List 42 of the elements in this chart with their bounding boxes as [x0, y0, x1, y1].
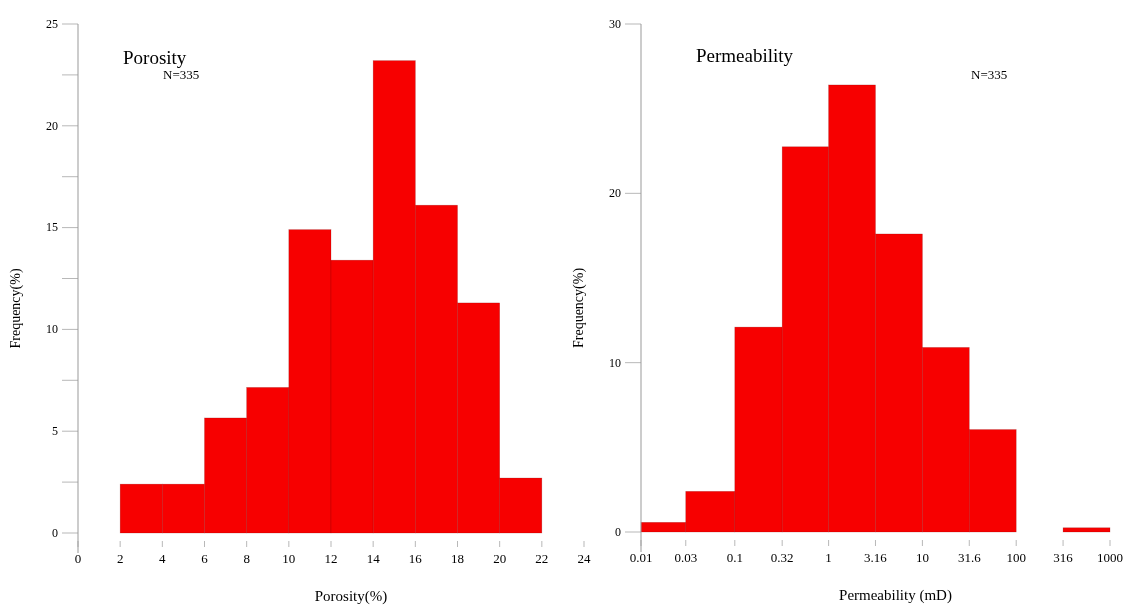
x-tick-label: 10: [282, 551, 296, 566]
y-tick-label: 25: [46, 16, 58, 31]
x-tick-label: 20: [493, 551, 507, 566]
x-tick-label: 316: [1053, 550, 1074, 565]
x-tick-label: 6: [201, 551, 209, 566]
y-tick-label: 15: [46, 220, 58, 235]
x-tick-label: 0.01: [629, 550, 653, 565]
x-tick-label: 1: [825, 550, 832, 565]
annotation: N=335: [163, 67, 200, 82]
x-axis-title: Porosity(%): [314, 588, 388, 605]
text: Porosity: [123, 47, 187, 68]
x-tick-label: 3.16: [864, 550, 888, 565]
x-tick-label: 12: [324, 551, 338, 566]
x-tick-label: 2: [116, 551, 124, 566]
y-tick-label: 10: [46, 322, 58, 337]
text: Permeability: [696, 45, 794, 66]
x-tick-label: 18: [451, 551, 464, 566]
x-axis-title: Permeability (mD): [839, 587, 952, 604]
y-axis-title: Frequency(%): [8, 268, 24, 349]
x-tick-label: 0.03: [674, 550, 698, 565]
y-tick-label: 0: [52, 525, 58, 540]
y-tick-label: 5: [52, 424, 58, 439]
y-tick-label: 0: [615, 524, 621, 539]
y-tick-label: 10: [609, 355, 621, 370]
x-tick-label: 100: [1006, 550, 1026, 565]
y-tick-label: 20: [46, 118, 58, 133]
y-tick-label: 30: [609, 16, 621, 31]
x-tick-label: 14: [366, 551, 381, 566]
x-tick-label: 0.32: [770, 550, 794, 565]
x-tick-label: 24: [577, 551, 591, 566]
annotation: N=335: [971, 67, 1008, 82]
x-tick-label: 0: [74, 551, 82, 566]
y-tick-label: 20: [609, 186, 621, 201]
x-tick-label: 0.1: [726, 550, 743, 565]
x-tick-label: 4: [159, 551, 167, 566]
x-tick-label: 16: [408, 551, 423, 566]
x-tick-label: 10: [915, 550, 929, 565]
x-tick-label: 22: [535, 551, 549, 566]
x-tick-label: 31.6: [957, 550, 982, 565]
y-axis-title: Frequency(%): [571, 267, 587, 349]
x-tick-label: 8: [243, 551, 250, 566]
x-tick-label: 1000: [1097, 550, 1123, 565]
